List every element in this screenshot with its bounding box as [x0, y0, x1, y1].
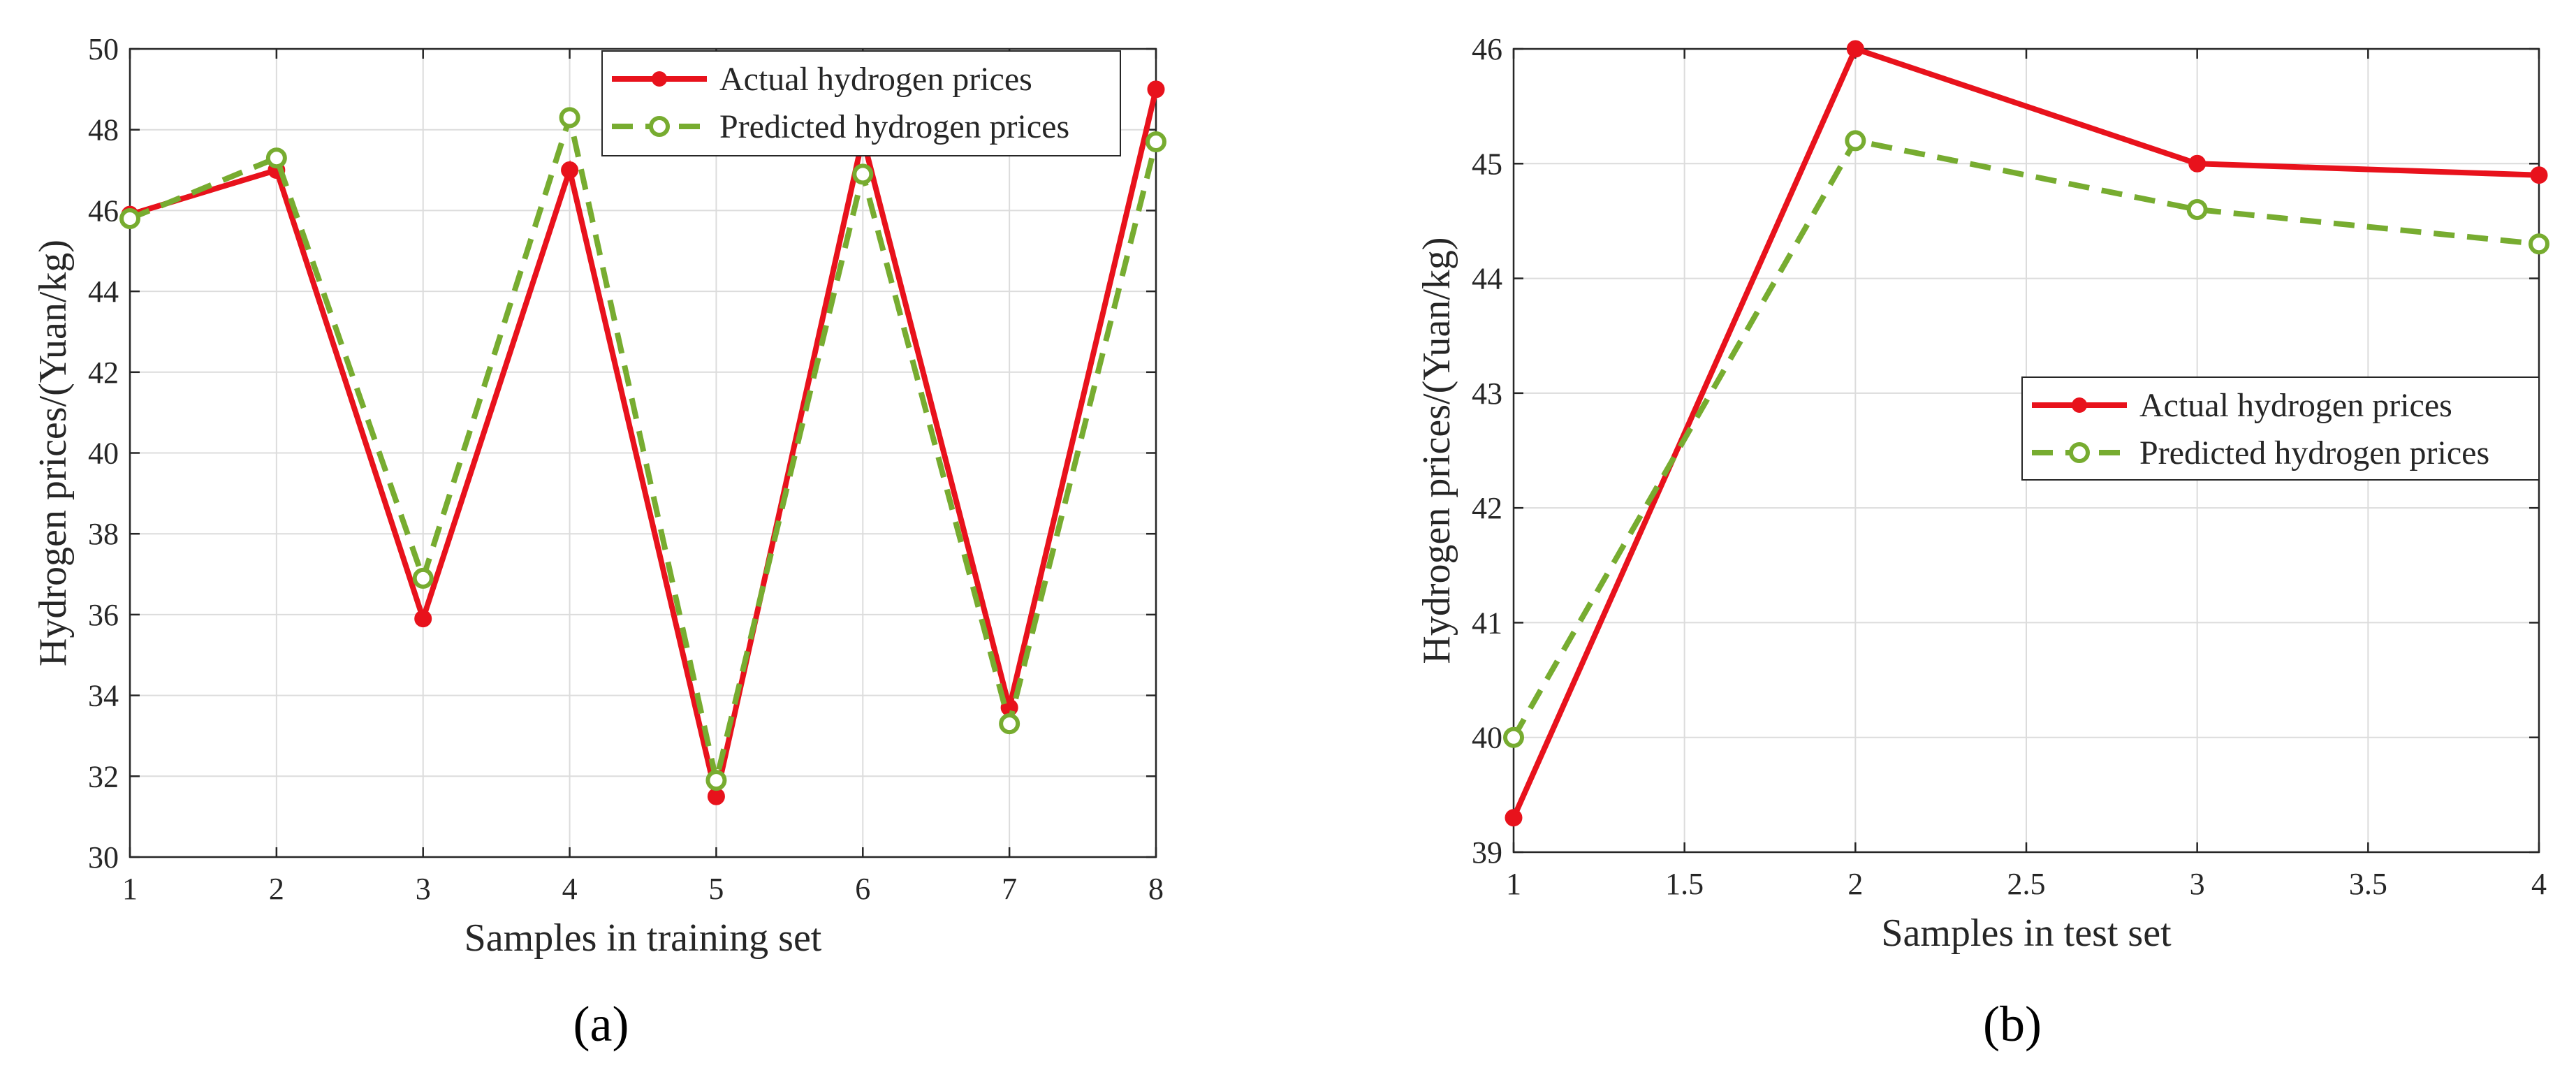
legend-label-predicted: Predicted hydrogen prices	[2139, 434, 2489, 471]
data-point-predicted	[999, 713, 1020, 735]
data-point-actual	[1147, 80, 1165, 98]
x-tick-label: 2.5	[2007, 867, 2046, 901]
data-point-predicted	[1503, 726, 1524, 748]
legend: Actual hydrogen prices Predicted hydrogen…	[601, 50, 1121, 156]
legend-label-actual: Actual hydrogen prices	[719, 61, 1032, 98]
data-point-predicted	[559, 107, 580, 129]
series-line-predicted	[129, 106, 1159, 782]
data-point-predicted	[852, 163, 874, 185]
legend-box	[2021, 376, 2540, 481]
legend-marker-predicted	[2069, 442, 2090, 463]
y-tick-label: 41	[1472, 606, 1502, 640]
x-tick-label: 1.5	[1665, 867, 1704, 901]
y-tick-label: 40	[1472, 721, 1502, 755]
panel-label: (b)	[1983, 996, 2042, 1052]
x-tick-label: 8	[1148, 872, 1164, 906]
legend: Actual hydrogen prices Predicted hydrogen…	[2021, 376, 2540, 481]
x-tick-label: 1	[122, 872, 138, 906]
y-tick-label: 48	[88, 113, 119, 147]
series-line-predicted	[1511, 137, 2540, 739]
x-tick-label: 5	[708, 872, 724, 906]
series-line-actual	[129, 88, 1159, 798]
data-point-actual	[2188, 154, 2207, 173]
y-tick-label: 36	[88, 598, 119, 632]
y-tick-label: 43	[1472, 376, 1502, 411]
y-tick-label: 46	[88, 193, 119, 228]
y-axis-label: Hydrogen prices/(Yuan/kg)	[31, 240, 75, 666]
data-point-predicted	[412, 567, 434, 589]
series-line-actual	[1511, 45, 2540, 819]
data-point-actual	[1846, 40, 1864, 58]
y-tick-label: 45	[1472, 147, 1502, 181]
legend-box	[601, 50, 1121, 156]
x-tick-label: 1	[1506, 867, 1521, 901]
legend-label-predicted: Predicted hydrogen prices	[719, 108, 1069, 145]
data-point-predicted	[265, 147, 287, 169]
data-point-predicted	[119, 207, 140, 229]
y-tick-label: 40	[88, 437, 119, 471]
y-tick-label: 42	[88, 356, 119, 390]
x-tick-label: 4	[562, 872, 578, 906]
x-tick-label: 2	[269, 872, 284, 906]
x-tick-label: 7	[1002, 872, 1017, 906]
legend-marker-predicted	[649, 116, 670, 137]
data-point-actual	[561, 161, 579, 180]
x-tick-label: 3	[2190, 867, 2205, 901]
data-point-predicted	[2529, 233, 2549, 255]
panel-label: (a)	[573, 996, 629, 1052]
x-tick-label: 3.5	[2349, 867, 2387, 901]
y-tick-label: 44	[88, 275, 119, 309]
x-tick-label: 3	[416, 872, 431, 906]
data-point-actual	[707, 787, 725, 805]
y-tick-label: 50	[88, 32, 119, 66]
chart-panel-b: 1 1.5 2 2.5 3 3.5 4 39 40 41 42 43 44 45 46 Samples in …	[1415, 32, 2549, 1052]
x-tick-label: 6	[855, 872, 870, 906]
legend-label-actual: Actual hydrogen prices	[2139, 387, 2452, 424]
y-tick-label: 32	[88, 759, 119, 793]
data-point-actual	[1505, 809, 1523, 827]
data-point-predicted	[2186, 199, 2208, 220]
x-tick-label: 2	[1847, 867, 1863, 901]
y-tick-label: 39	[1472, 835, 1502, 870]
data-point-actual	[2530, 166, 2548, 184]
y-tick-label: 34	[88, 679, 119, 713]
y-tick-label: 30	[88, 840, 119, 875]
y-tick-label: 46	[1472, 32, 1502, 66]
y-tick-label: 42	[1472, 491, 1502, 525]
legend-marker-actual	[2072, 397, 2087, 413]
data-point-predicted	[1845, 130, 1866, 152]
y-tick-label: 38	[88, 517, 119, 551]
data-point-predicted	[705, 770, 727, 791]
x-axis-label: Samples in training set	[464, 916, 822, 960]
y-tick-label: 44	[1472, 262, 1502, 296]
x-tick-label: 4	[2531, 867, 2547, 901]
data-point-actual	[414, 610, 432, 628]
x-axis-label: Samples in test set	[1881, 912, 2172, 955]
data-point-predicted	[1146, 131, 1166, 153]
legend-marker-actual	[652, 71, 667, 87]
y-axis-label: Hydrogen prices/(Yuan/kg)	[1415, 237, 1458, 664]
